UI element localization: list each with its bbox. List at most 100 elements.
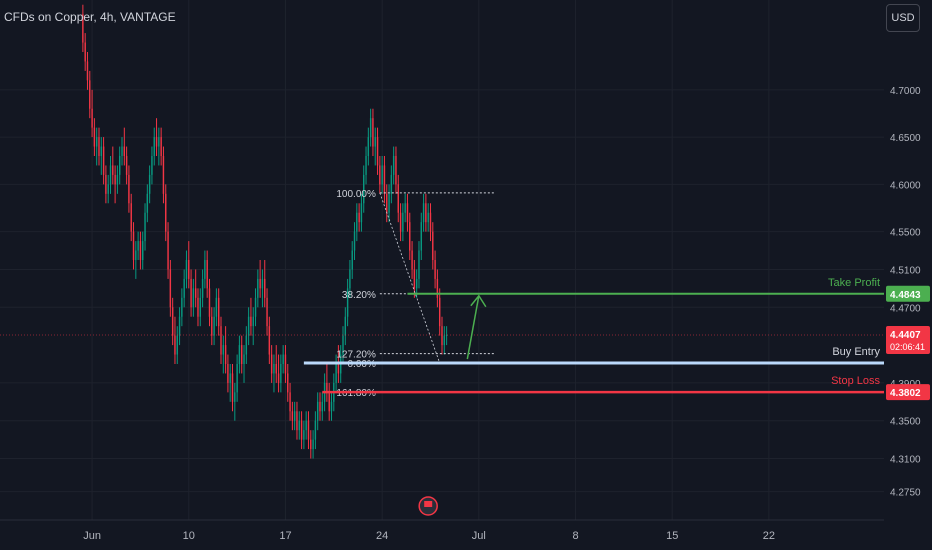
candle-body [415, 278, 418, 289]
candle-body [379, 165, 381, 185]
candle-body [392, 156, 395, 175]
candle-body [374, 137, 376, 147]
candle-body [307, 420, 310, 440]
candle-body [192, 288, 195, 308]
last-price-badge-text: 4.4407 [890, 330, 921, 341]
candle-body [425, 203, 427, 223]
candle-body [206, 260, 208, 289]
stop-loss-badge-text: 4.3802 [890, 388, 921, 399]
candle-body [390, 174, 393, 194]
candle-body [137, 241, 139, 251]
fib-level-label: 161.80% [336, 388, 376, 399]
candle-body [409, 222, 411, 251]
candle-body [204, 260, 206, 279]
candle-body [314, 420, 317, 440]
candle-body [144, 212, 146, 242]
candle-body [107, 184, 109, 194]
candle-body [199, 297, 201, 317]
candle-body [165, 193, 167, 232]
candle-body [342, 335, 344, 355]
candle-body [123, 146, 126, 156]
candle-body [213, 316, 215, 336]
time-tick-label: 10 [183, 530, 195, 542]
candle-body [353, 231, 356, 251]
candle-body [369, 118, 372, 138]
candle-body [121, 146, 123, 156]
candle-body [171, 307, 174, 336]
last-price-badge [886, 325, 930, 354]
candle-body [236, 364, 238, 393]
time-tick-label: Jul [472, 530, 486, 542]
symbol-header: CFDs on Copper, 4h, VANTAGE [4, 10, 176, 24]
buy-entry-label: Buy Entry [832, 346, 880, 358]
candle-body [178, 316, 181, 336]
flag-icon-flag [424, 501, 433, 507]
candle-body [220, 326, 222, 355]
candle-body [208, 288, 211, 317]
candle-body [197, 297, 199, 317]
countdown-text: 02:06:41 [890, 342, 925, 352]
candle-body [114, 174, 116, 185]
candle-body [95, 137, 98, 147]
candle-body [128, 174, 130, 204]
candle-body [298, 420, 300, 431]
candle-body [151, 156, 153, 175]
price-axis[interactable]: 4.70004.65004.60004.55004.51004.47004.39… [884, 0, 932, 550]
candle-body [185, 260, 188, 279]
currency-button[interactable]: USD [886, 4, 920, 32]
candle-body [360, 203, 363, 223]
candle-body [222, 345, 225, 355]
candle-body [105, 174, 107, 194]
candle-body [183, 278, 185, 298]
candle-body [372, 118, 374, 147]
candle-body [181, 297, 183, 317]
candle-body [201, 278, 204, 298]
time-tick-label: 8 [572, 530, 578, 542]
candle-body [100, 146, 103, 156]
time-tick-label: 24 [376, 530, 388, 542]
stop-loss-label: Stop Loss [831, 375, 880, 387]
candle-body [356, 212, 358, 232]
candle-body [365, 156, 367, 175]
price-tick-label: 4.6000 [890, 180, 921, 191]
candle-body [238, 345, 241, 364]
price-tick-label: 4.2750 [890, 488, 921, 499]
candle-body [125, 156, 128, 175]
candle-body [275, 364, 277, 374]
candle-body [91, 108, 93, 128]
candle-body [404, 203, 406, 213]
time-tick-label: 22 [763, 530, 775, 542]
price-tick-label: 4.6500 [890, 133, 921, 144]
price-tick-label: 4.3500 [890, 417, 921, 428]
fib-level-label: 38.20% [342, 290, 376, 301]
candle-body [116, 174, 119, 185]
candle-body [303, 430, 305, 440]
price-tick-label: 4.4700 [890, 303, 921, 314]
candle-body [284, 354, 287, 374]
candle-body [135, 250, 137, 260]
candle-body [146, 193, 149, 213]
candle-body [252, 316, 254, 327]
candle-body [167, 231, 169, 270]
candle-body [229, 373, 231, 383]
candle-body [153, 137, 155, 156]
candle-body [130, 203, 132, 232]
candle-body [155, 137, 158, 147]
candle-body [337, 364, 340, 374]
target-arrow-shaft [466, 295, 480, 360]
candle-body [282, 354, 284, 364]
candle-body [438, 297, 441, 327]
candle-body [289, 392, 291, 412]
candle-body [174, 335, 176, 355]
candle-body [445, 334, 448, 336]
candle-body [245, 335, 248, 355]
candle-body [346, 288, 349, 317]
time-axis[interactable]: Jun 10 17 24 Jul 8 15 22 [0, 519, 884, 542]
candle-body [93, 127, 96, 147]
candle-body [273, 364, 275, 374]
candle-body [241, 345, 243, 364]
candle-body [402, 212, 404, 232]
candle-body [158, 137, 160, 147]
candle-body [102, 146, 105, 175]
